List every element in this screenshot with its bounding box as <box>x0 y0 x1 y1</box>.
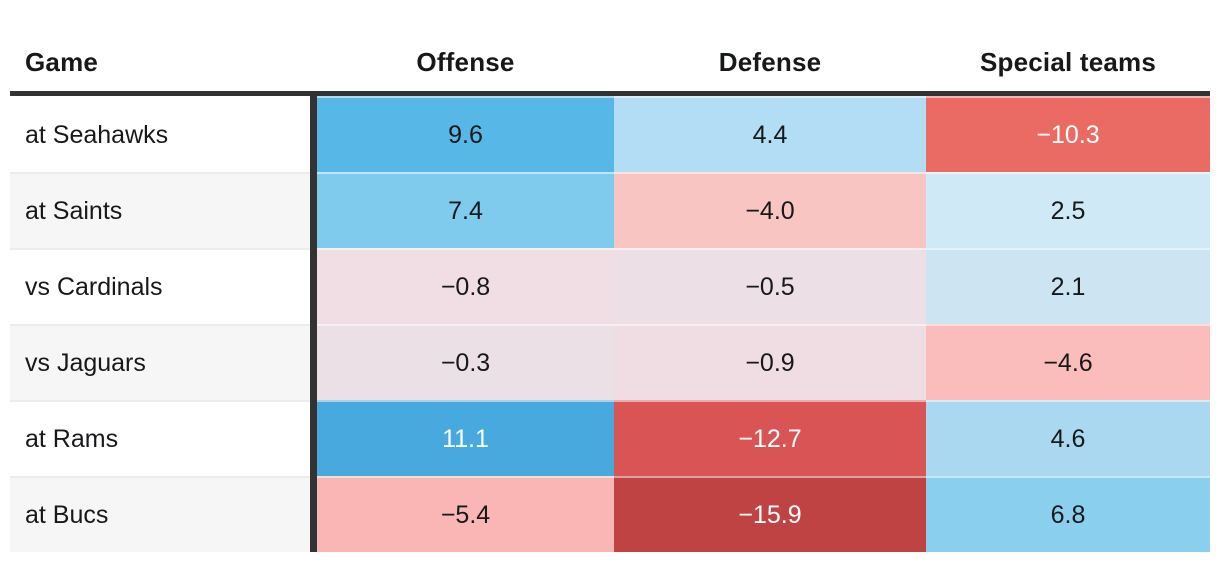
game-label: vs Jaguars <box>10 324 310 400</box>
column-divider <box>310 324 317 400</box>
special-teams-value-cell: −10.3 <box>926 96 1210 172</box>
special-teams-value-cell: 2.1 <box>926 248 1210 324</box>
column-header-game: Game <box>25 47 99 77</box>
defense-value-cell: −12.7 <box>614 400 926 476</box>
offense-value-cell: −5.4 <box>317 476 614 552</box>
game-label: at Seahawks <box>10 96 310 172</box>
column-divider <box>310 172 317 248</box>
defense-value-cell: −4.0 <box>614 172 926 248</box>
table-body: at Seahawks 9.6 4.4 −10.3 at Saints 7.4 … <box>10 96 1210 552</box>
special-teams-value-cell: 2.5 <box>926 172 1210 248</box>
defense-value-cell: −0.9 <box>614 324 926 400</box>
column-header-defense: Defense <box>718 47 822 77</box>
table-header-row: Game Offense Defense Special teams <box>10 0 1210 96</box>
game-label: vs Cardinals <box>10 248 310 324</box>
table-row: at Bucs −5.4 −15.9 6.8 <box>10 476 1210 552</box>
special-teams-value-cell: 4.6 <box>926 400 1210 476</box>
special-teams-value-cell: −4.6 <box>926 324 1210 400</box>
game-label: at Saints <box>10 172 310 248</box>
game-ratings-heatmap-table: Game Offense Defense Special teams at Se… <box>10 0 1210 552</box>
game-label: at Bucs <box>10 476 310 552</box>
offense-value-cell: 7.4 <box>317 172 614 248</box>
table-row: at Saints 7.4 −4.0 2.5 <box>10 172 1210 248</box>
column-divider <box>310 96 317 172</box>
column-header-special-teams: Special teams <box>979 47 1157 77</box>
table-row: vs Jaguars −0.3 −0.9 −4.6 <box>10 324 1210 400</box>
column-divider <box>310 400 317 476</box>
offense-value-cell: −0.3 <box>317 324 614 400</box>
game-label: at Rams <box>10 400 310 476</box>
offense-value-cell: 9.6 <box>317 96 614 172</box>
defense-value-cell: −15.9 <box>614 476 926 552</box>
defense-value-cell: −0.5 <box>614 248 926 324</box>
offense-value-cell: 11.1 <box>317 400 614 476</box>
column-divider <box>310 248 317 324</box>
column-header-offense: Offense <box>416 47 515 77</box>
defense-value-cell: 4.4 <box>614 96 926 172</box>
offense-value-cell: −0.8 <box>317 248 614 324</box>
table-row: at Rams 11.1 −12.7 4.6 <box>10 400 1210 476</box>
special-teams-value-cell: 6.8 <box>926 476 1210 552</box>
table-row: vs Cardinals −0.8 −0.5 2.1 <box>10 248 1210 324</box>
column-divider <box>310 476 317 552</box>
table-row: at Seahawks 9.6 4.4 −10.3 <box>10 96 1210 172</box>
